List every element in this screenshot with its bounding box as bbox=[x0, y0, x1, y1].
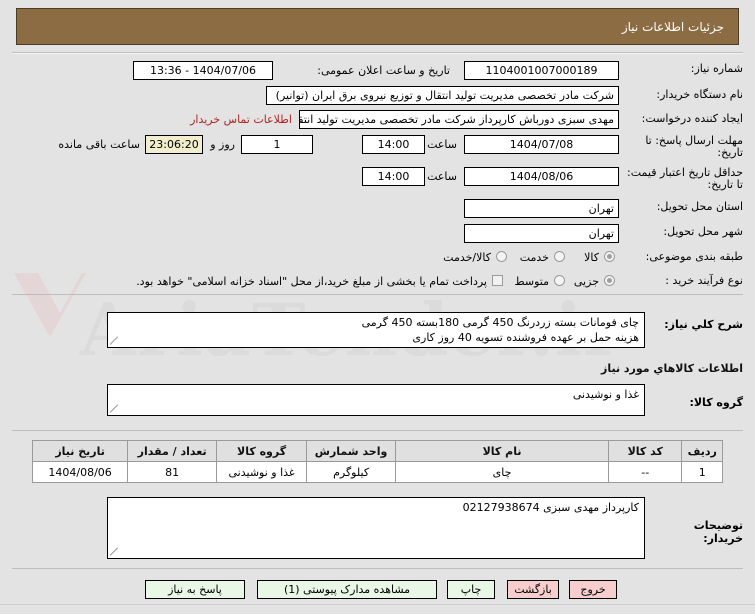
general-description-line-1: چای فومانات بسته زردرنگ 450 گرمی 180بسته… bbox=[361, 316, 639, 329]
exit-button[interactable]: خروج bbox=[569, 580, 617, 599]
price-validity-date: 1404/08/06 bbox=[464, 167, 619, 186]
th-code: کد کالا bbox=[608, 440, 683, 462]
form-row-purchase-process: نوع فرآیند خرید : جزیی متوسط پرداخت تمام… bbox=[0, 270, 755, 296]
general-description-line-2: هزینه حمل بر عهده فروشنده تسویه 40 روز ک… bbox=[412, 331, 639, 344]
goods-section-title: اطلاعات کالاهاي مورد نیاز bbox=[601, 362, 743, 375]
cell-name: چای bbox=[395, 461, 610, 483]
form-row-delivery-province: استان محل تحویل: تهران bbox=[0, 196, 755, 221]
buyer-contact-link[interactable]: اطلاعات تماس خریدار bbox=[190, 113, 292, 126]
form-row-need-number: شماره نیاز: 1104001007000189 تاریخ و ساع… bbox=[0, 58, 755, 84]
requester-value: مهدی سبزی دورباش کارپرداز شرکت مادر تخصص… bbox=[299, 110, 619, 129]
announce-datetime-value: 13:36 - 1404/07/06 bbox=[133, 61, 273, 80]
delivery-city-value: تهران bbox=[464, 224, 619, 243]
response-deadline-countdown-label: ساعت باقی مانده bbox=[58, 138, 140, 151]
need-details-form: شماره نیاز: 1104001007000189 تاریخ و ساع… bbox=[0, 58, 755, 296]
divider-bottom bbox=[0, 604, 755, 605]
print-button[interactable]: چاپ bbox=[447, 580, 495, 599]
cell-group: غذا و نوشیدنی bbox=[216, 461, 308, 483]
divider-section-3 bbox=[12, 568, 743, 569]
response-deadline-countdown: 23:06:20 bbox=[145, 135, 203, 154]
subject-class-label: طبقه بندی موضوعی: bbox=[645, 250, 743, 263]
th-group: گروه کالا bbox=[216, 440, 308, 462]
response-deadline-hour-label: ساعت bbox=[427, 138, 457, 151]
checkbox-islamic-treasury-bonds-label: پرداخت تمام یا بخشی از مبلغ خرید،از محل … bbox=[136, 275, 487, 288]
checkbox-islamic-treasury-bonds[interactable] bbox=[492, 275, 503, 286]
th-index: ردیف bbox=[681, 440, 723, 462]
resize-grip-icon[interactable] bbox=[109, 404, 119, 414]
divider-section-2 bbox=[12, 430, 743, 431]
buyer-notes-label: توضیحات خریدار: bbox=[693, 519, 743, 545]
table-header-row: ردیف کد کالا نام کالا واحد شمارش گروه کا… bbox=[31, 440, 723, 462]
delivery-province-value: تهران bbox=[464, 199, 619, 218]
th-name: نام کالا bbox=[395, 440, 610, 462]
buyer-org-value: شرکت مادر تخصصی مدیریت تولید انتقال و تو… bbox=[266, 86, 619, 105]
attachments-button[interactable]: مشاهده مدارک پیوستی (1) bbox=[257, 580, 437, 599]
cell-need-date: 1404/08/06 bbox=[31, 461, 129, 483]
radio-subject-service-label: خدمت bbox=[519, 251, 549, 264]
cell-unit: کیلوگرم bbox=[306, 461, 397, 483]
radio-process-minor-label: جزیی bbox=[573, 275, 599, 288]
radio-subject-service[interactable] bbox=[554, 251, 565, 262]
form-row-delivery-city: شهر محل تحویل: تهران bbox=[0, 221, 755, 246]
divider-top bbox=[12, 52, 743, 53]
response-deadline-label: مهلت ارسال پاسخ: تا تاریخ: bbox=[645, 134, 743, 159]
form-row-subject-class: طبقه بندی موضوعی: کالا خدمت کالا/خدمت bbox=[0, 246, 755, 270]
form-row-buyer-org: نام دستگاه خریدار: شرکت مادر تخصصی مدیری… bbox=[0, 84, 755, 108]
price-validity-label: حداقل تاریخ اعتبار قیمت: تا تاریخ: bbox=[627, 166, 743, 191]
radio-process-minor[interactable] bbox=[604, 275, 615, 286]
delivery-province-label: استان محل تحویل: bbox=[656, 200, 743, 213]
radio-subject-goods-service-label: کالا/خدمت bbox=[443, 251, 491, 264]
respond-button[interactable]: پاسخ به نیاز bbox=[145, 580, 245, 599]
back-button[interactable]: بازگشت bbox=[507, 580, 559, 599]
purchase-process-label: نوع فرآیند خرید : bbox=[665, 274, 743, 287]
response-deadline-days-label: روز و bbox=[210, 138, 235, 151]
action-button-bar: پاسخ به نیاز مشاهده مدارک پیوستی (1) چاپ… bbox=[0, 578, 755, 604]
announce-datetime-label: تاریخ و ساعت اعلان عمومی: bbox=[317, 64, 450, 77]
goods-table: ردیف کد کالا نام کالا واحد شمارش گروه کا… bbox=[31, 440, 723, 483]
form-row-response-deadline: مهلت ارسال پاسخ: تا تاریخ: 1404/07/08 سا… bbox=[0, 132, 755, 164]
need-number-label: شماره نیاز: bbox=[690, 62, 743, 75]
cell-index: 1 bbox=[681, 461, 723, 483]
general-description-label: شرح کلي نیاز: bbox=[664, 318, 743, 331]
need-number-value: 1104001007000189 bbox=[464, 61, 619, 80]
buyer-notes-value: کارپرداز مهدی سبزی 02127938674 bbox=[462, 501, 639, 514]
buyer-notes-textarea[interactable]: کارپرداز مهدی سبزی 02127938674 bbox=[107, 497, 645, 559]
delivery-city-label: شهر محل تحویل: bbox=[663, 225, 743, 238]
response-deadline-date: 1404/07/08 bbox=[464, 135, 619, 154]
response-deadline-days: 1 bbox=[241, 135, 313, 154]
th-need-date: تاریخ نیاز bbox=[31, 440, 129, 462]
page-title-label: جزئیات اطلاعات نیاز bbox=[621, 19, 724, 34]
response-deadline-hour: 14:00 bbox=[362, 135, 425, 154]
table-row[interactable]: 1 -- چای کیلوگرم غذا و نوشیدنی 81 1404/0… bbox=[31, 461, 723, 483]
goods-group-field[interactable]: غذا و نوشیدنی bbox=[107, 384, 645, 416]
form-row-requester: ایجاد کننده درخواست: مهدی سبزی دورباش کا… bbox=[0, 108, 755, 132]
requester-label: ایجاد کننده درخواست: bbox=[641, 112, 743, 125]
radio-subject-goods[interactable] bbox=[604, 251, 615, 262]
page-title: جزئیات اطلاعات نیاز bbox=[16, 8, 739, 45]
price-validity-hour: 14:00 bbox=[362, 167, 425, 186]
form-row-price-validity: حداقل تاریخ اعتبار قیمت: تا تاریخ: 1404/… bbox=[0, 164, 755, 196]
radio-process-medium[interactable] bbox=[554, 275, 565, 286]
price-validity-hour-label: ساعت bbox=[427, 170, 457, 183]
goods-group-label: گروه کالا: bbox=[689, 396, 743, 409]
resize-grip-icon[interactable] bbox=[109, 336, 119, 346]
buyer-org-label: نام دستگاه خریدار: bbox=[656, 88, 743, 101]
divider-section-1 bbox=[12, 294, 743, 295]
th-quantity: تعداد / مقدار bbox=[127, 440, 218, 462]
general-description-textarea[interactable]: چای فومانات بسته زردرنگ 450 گرمی 180بسته… bbox=[107, 312, 645, 348]
radio-subject-goods-service[interactable] bbox=[496, 251, 507, 262]
cell-code: -- bbox=[608, 461, 683, 483]
goods-group-value: غذا و نوشیدنی bbox=[572, 388, 639, 401]
radio-process-medium-label: متوسط bbox=[514, 275, 549, 288]
th-unit: واحد شمارش bbox=[306, 440, 397, 462]
resize-grip-icon[interactable] bbox=[109, 547, 119, 557]
radio-subject-goods-label: کالا bbox=[584, 251, 599, 264]
cell-quantity: 81 bbox=[127, 461, 218, 483]
